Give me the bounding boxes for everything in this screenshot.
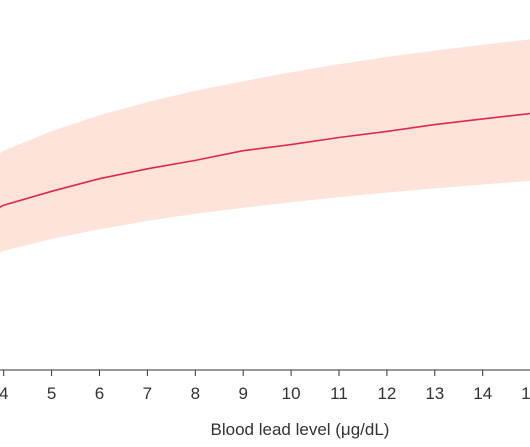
x-tick-label: 15 — [521, 384, 530, 403]
confidence-band — [0, 39, 530, 253]
x-axis-label: Blood lead level (μg/dL) — [211, 420, 390, 439]
x-tick-label: 12 — [377, 384, 396, 403]
x-tick-label: 13 — [425, 384, 444, 403]
x-tick-label: 14 — [473, 384, 492, 403]
series-line — [0, 112, 530, 208]
x-tick-label: 6 — [95, 384, 104, 403]
x-tick-label: 5 — [47, 384, 56, 403]
x-tick-label: 9 — [238, 384, 247, 403]
x-tick-label: 10 — [282, 384, 301, 403]
x-tick-label: 4 — [0, 384, 8, 403]
x-tick-label: 7 — [143, 384, 152, 403]
x-axis-ticks: 4 5 6 7 8 9 10 11 12 13 14 15 — [0, 370, 530, 403]
x-tick-label: 8 — [191, 384, 200, 403]
x-tick-label: 11 — [330, 384, 348, 403]
